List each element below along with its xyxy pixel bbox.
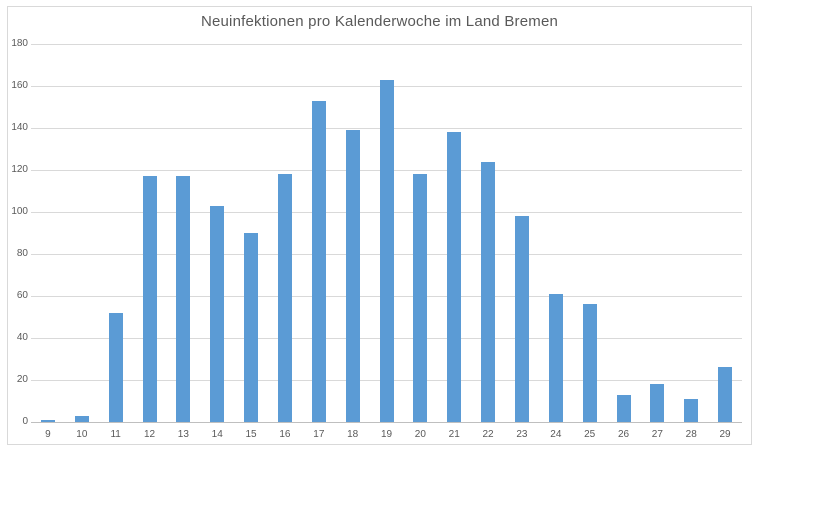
x-tick-label-25: 25 bbox=[584, 429, 596, 440]
x-tick-label-15: 15 bbox=[245, 429, 257, 440]
x-tick-label-16: 16 bbox=[279, 429, 291, 440]
bar-week-20 bbox=[413, 174, 428, 422]
x-tick-label-19: 19 bbox=[380, 429, 393, 440]
y-tick-label-20: 20 bbox=[16, 374, 28, 385]
y-tick-label-80: 80 bbox=[16, 248, 28, 259]
y-tick-label-120: 120 bbox=[11, 164, 28, 175]
bar-week-27 bbox=[650, 384, 665, 422]
bar-week-23 bbox=[514, 216, 529, 422]
bar-week-11 bbox=[108, 312, 123, 422]
bar-week-19 bbox=[379, 79, 394, 422]
bar-week-10 bbox=[74, 415, 89, 422]
x-tick-label-9: 9 bbox=[45, 429, 51, 440]
x-tick-label-18: 18 bbox=[347, 429, 359, 440]
chart-title: Neuinfektionen pro Kalenderwoche im Land… bbox=[200, 13, 559, 30]
x-tick-label-29: 29 bbox=[719, 429, 731, 440]
y-tick-label-160: 160 bbox=[11, 80, 28, 91]
x-tick-label-28: 28 bbox=[685, 429, 697, 440]
x-axis-line bbox=[31, 422, 742, 423]
bar-week-9 bbox=[40, 419, 55, 422]
bar-week-25 bbox=[582, 304, 597, 422]
bar-week-29 bbox=[718, 367, 733, 422]
y-tick-label-40: 40 bbox=[16, 332, 28, 343]
y-tick-label-180: 180 bbox=[11, 38, 28, 49]
bar-week-24 bbox=[548, 293, 563, 422]
bar-week-18 bbox=[345, 130, 360, 422]
bar-week-12 bbox=[142, 176, 157, 422]
x-tick-label-13: 13 bbox=[177, 429, 189, 440]
x-tick-label-11: 11 bbox=[110, 429, 121, 440]
y-tick-label-140: 140 bbox=[11, 122, 28, 133]
y-tick-label-0: 0 bbox=[22, 416, 28, 427]
bar-week-13 bbox=[176, 176, 191, 422]
bar-week-14 bbox=[210, 205, 225, 422]
x-tick-label-10: 10 bbox=[76, 429, 88, 440]
y-tick-label-100: 100 bbox=[11, 206, 28, 217]
x-tick-label-20: 20 bbox=[414, 429, 426, 440]
x-tick-label-12: 12 bbox=[143, 429, 156, 440]
chart-frame: Neuinfektionen pro Kalenderwoche im Land… bbox=[7, 6, 752, 445]
x-tick-label-23: 23 bbox=[516, 429, 528, 440]
bar-week-15 bbox=[244, 233, 259, 422]
x-tick-label-14: 14 bbox=[211, 429, 223, 440]
bar-week-26 bbox=[616, 394, 631, 422]
bar-week-22 bbox=[481, 161, 496, 422]
x-tick-label-24: 24 bbox=[550, 429, 562, 440]
y-tick-label-60: 60 bbox=[16, 290, 28, 301]
bar-week-16 bbox=[277, 174, 292, 422]
bar-week-17 bbox=[311, 100, 326, 422]
x-tick-label-17: 17 bbox=[313, 429, 325, 440]
bar-week-28 bbox=[684, 398, 699, 422]
x-tick-label-27: 27 bbox=[651, 429, 663, 440]
gridline-180 bbox=[31, 44, 742, 45]
x-tick-label-21: 21 bbox=[448, 429, 460, 440]
x-tick-label-26: 26 bbox=[617, 429, 630, 440]
x-tick-label-22: 22 bbox=[482, 429, 494, 440]
bar-week-21 bbox=[447, 132, 462, 422]
